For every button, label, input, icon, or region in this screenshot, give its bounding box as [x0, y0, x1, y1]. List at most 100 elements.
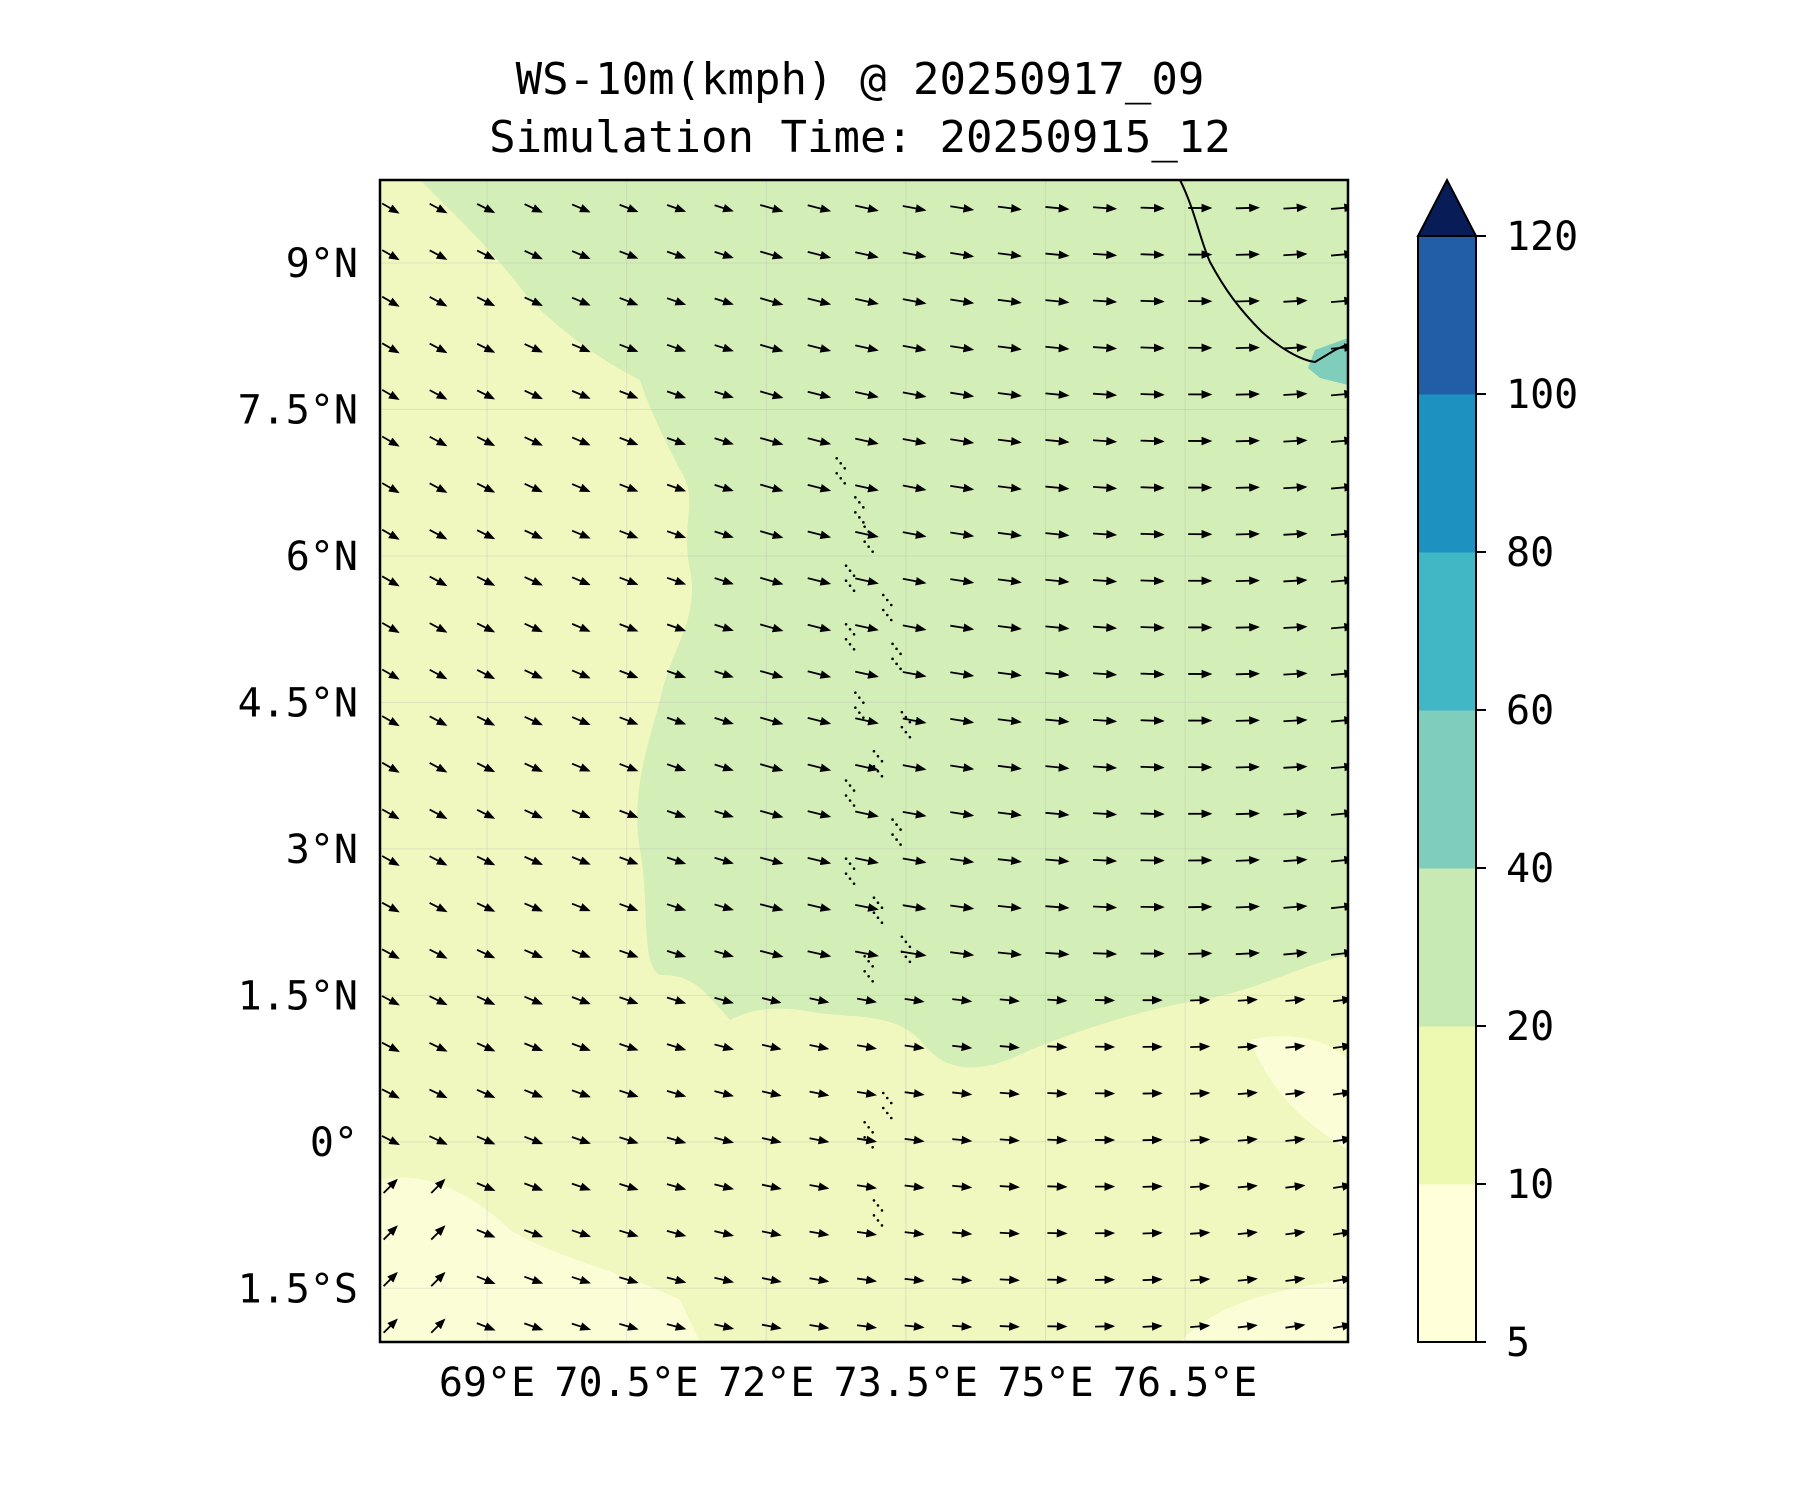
wind-arrow	[855, 623, 879, 633]
wind-arrow	[381, 482, 400, 494]
wind-arrow	[1235, 762, 1260, 772]
wind-arrow	[381, 1041, 400, 1052]
island-dot	[899, 652, 902, 656]
colorbar-segment	[1418, 1026, 1476, 1185]
wind-arrow	[855, 949, 879, 959]
wind-arrow	[809, 1322, 830, 1331]
wind-arrow	[1045, 576, 1070, 586]
wind-arrow	[476, 1228, 496, 1238]
wind-arrow	[1094, 995, 1116, 1005]
island-dot	[839, 461, 843, 465]
wind-arrow	[997, 297, 1022, 306]
lat-tick-label: 4.5°N	[238, 680, 358, 726]
wind-arrow	[759, 623, 784, 633]
wind-arrow	[902, 204, 927, 213]
wind-arrow	[524, 436, 543, 446]
wind-arrow	[1140, 436, 1165, 446]
wind-arrow	[1237, 1182, 1258, 1191]
wind-arrow	[476, 622, 496, 633]
wind-arrow	[381, 202, 400, 214]
wind-arrow	[1283, 483, 1308, 492]
wind-arrow	[429, 482, 448, 493]
wind-arrow	[476, 949, 496, 959]
wind-arrow	[759, 670, 784, 679]
wind-arrow	[1235, 576, 1260, 586]
wind-arrow	[619, 1182, 639, 1191]
wind-arrow	[997, 763, 1022, 772]
wind-arrow	[1285, 1135, 1306, 1145]
wind-arrow	[1235, 716, 1260, 725]
island-dot	[900, 950, 904, 954]
wind-arrow	[1235, 623, 1260, 632]
island-dot	[844, 637, 848, 641]
wind-arrow	[1047, 1135, 1068, 1145]
wind-arrow	[1092, 530, 1118, 539]
wind-arrow	[856, 1275, 878, 1285]
wind-arrow	[999, 1322, 1020, 1331]
lat-tick-label: 1.5°N	[238, 973, 358, 1019]
wind-arrow	[1283, 669, 1308, 679]
island-dot	[848, 862, 852, 865]
island-dot	[852, 882, 856, 885]
wind-arrow	[714, 1042, 734, 1052]
wind-arrow	[1237, 1228, 1258, 1238]
wind-arrow	[1190, 1042, 1211, 1052]
wind-arrow	[571, 1182, 591, 1191]
island-dot	[852, 647, 856, 651]
wind-arrow	[902, 576, 927, 586]
wind-arrow	[1190, 1322, 1211, 1331]
wind-arrow	[759, 763, 784, 773]
wind-arrow	[807, 297, 832, 306]
island-dot	[880, 1209, 884, 1212]
island-dot	[867, 1125, 870, 1129]
wind-arrow	[476, 995, 496, 1005]
wind-arrow	[759, 809, 784, 819]
island-dot	[848, 569, 852, 573]
wind-arrow	[666, 1322, 687, 1331]
wind-arrow	[666, 530, 687, 539]
map-gridlines	[380, 180, 1348, 1342]
map-frame	[378, 178, 1350, 1344]
colorbar-frame	[1417, 235, 1477, 1343]
wind-arrow	[1285, 1228, 1306, 1238]
wind-arrow	[429, 296, 448, 307]
island-dot	[899, 667, 902, 671]
wind-arrow	[1045, 436, 1070, 446]
longitude-labels: 69°E 70.5°E 72°E 73.5°E 75°E 76.5°E	[439, 1360, 1257, 1406]
lat-tick-label: 9°N	[286, 241, 358, 287]
wind-arrow	[476, 342, 496, 353]
wind-arrow	[476, 669, 496, 679]
wind-arrow	[807, 949, 832, 959]
wind-arrow	[429, 435, 448, 447]
island-dot	[904, 730, 908, 734]
wind-arrow	[1045, 343, 1070, 353]
wind-arrow	[571, 296, 591, 306]
wind-arrow	[524, 529, 543, 539]
colorbar-segment	[1418, 394, 1476, 553]
wind-arrow	[619, 809, 639, 818]
wind-arrow	[1092, 436, 1118, 446]
wind-arrow	[1142, 1228, 1163, 1238]
wind-arrow	[1283, 902, 1308, 912]
wind-arrow	[1045, 669, 1070, 679]
wind-arrow	[429, 202, 448, 214]
wind-arrow	[476, 1182, 496, 1191]
wind-arrow	[666, 856, 687, 865]
wind-arrow	[950, 437, 975, 446]
wind-arrow	[856, 1322, 878, 1331]
wind-arrow	[761, 1042, 782, 1052]
wind-arrow	[1092, 250, 1118, 260]
wind-arrow	[807, 437, 832, 446]
island-dot	[904, 940, 908, 944]
island-dot	[904, 715, 908, 719]
wind-arrow	[997, 902, 1022, 912]
wind-arrow	[902, 716, 927, 726]
field-lowest-southwest-region	[380, 1177, 700, 1342]
wind-arrow	[524, 576, 543, 586]
wind-arrow	[761, 1182, 782, 1191]
wind-arrow	[759, 576, 784, 586]
wind-arrow	[571, 1136, 591, 1145]
wind-arrow	[855, 204, 879, 213]
wind-arrow	[666, 623, 687, 632]
